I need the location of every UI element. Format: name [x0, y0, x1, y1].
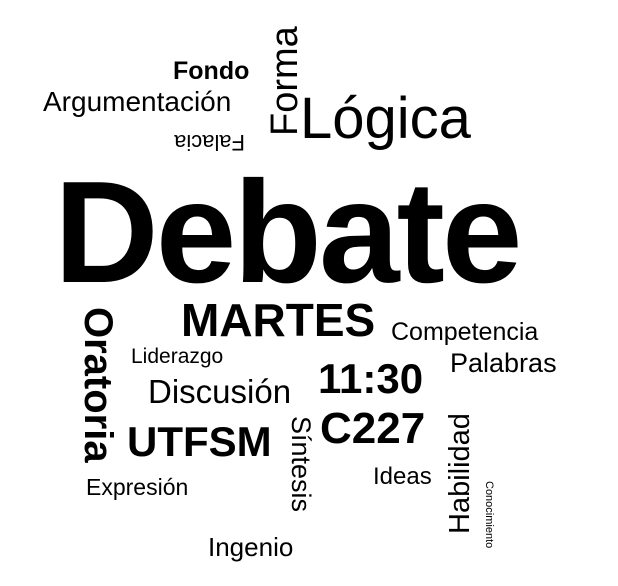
word-martes: MARTES — [181, 294, 376, 346]
word-expresion: Expresión — [86, 474, 189, 500]
word-forma: Forma — [264, 26, 306, 136]
word-sintesis: Síntesis — [286, 416, 316, 513]
word-argumentacion: Argumentación — [43, 86, 232, 117]
word-habilidad: Habilidad — [444, 413, 476, 534]
word-logica: Lógica — [300, 86, 471, 151]
word-competencia: Competencia — [391, 318, 539, 346]
word-ingenio: Ingenio — [208, 532, 294, 562]
word-falacia: Falacia — [174, 130, 245, 155]
word-utfsm: UTFSM — [127, 418, 272, 465]
word-hora: 11:30 — [318, 355, 424, 402]
word-oratoria: Oratoria — [76, 307, 120, 463]
word-sala: C227 — [320, 404, 426, 453]
word-liderazgo: Liderazgo — [131, 345, 224, 368]
word-ideas: Ideas — [373, 463, 432, 490]
word-palabras: Palabras — [450, 348, 557, 378]
word-fondo: Fondo — [173, 57, 250, 85]
word-discusion: Discusión — [148, 373, 292, 410]
word-conocimiento: Conocimiento — [483, 481, 495, 549]
word-debate: Debate — [54, 151, 522, 313]
